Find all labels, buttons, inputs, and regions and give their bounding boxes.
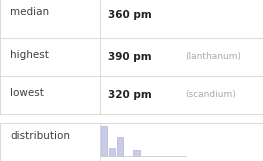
Bar xyxy=(117,137,123,156)
Text: median: median xyxy=(10,7,49,17)
Text: (scandium): (scandium) xyxy=(185,90,235,99)
Bar xyxy=(133,150,140,156)
Text: 360 pm: 360 pm xyxy=(108,9,152,19)
Text: distribution: distribution xyxy=(10,131,70,141)
Text: 320 pm: 320 pm xyxy=(108,90,152,100)
Text: highest: highest xyxy=(10,50,49,60)
Text: lowest: lowest xyxy=(10,88,44,98)
Bar xyxy=(109,148,115,156)
Bar xyxy=(101,126,107,156)
Text: 390 pm: 390 pm xyxy=(108,52,152,62)
Text: (lanthanum): (lanthanum) xyxy=(185,52,241,62)
